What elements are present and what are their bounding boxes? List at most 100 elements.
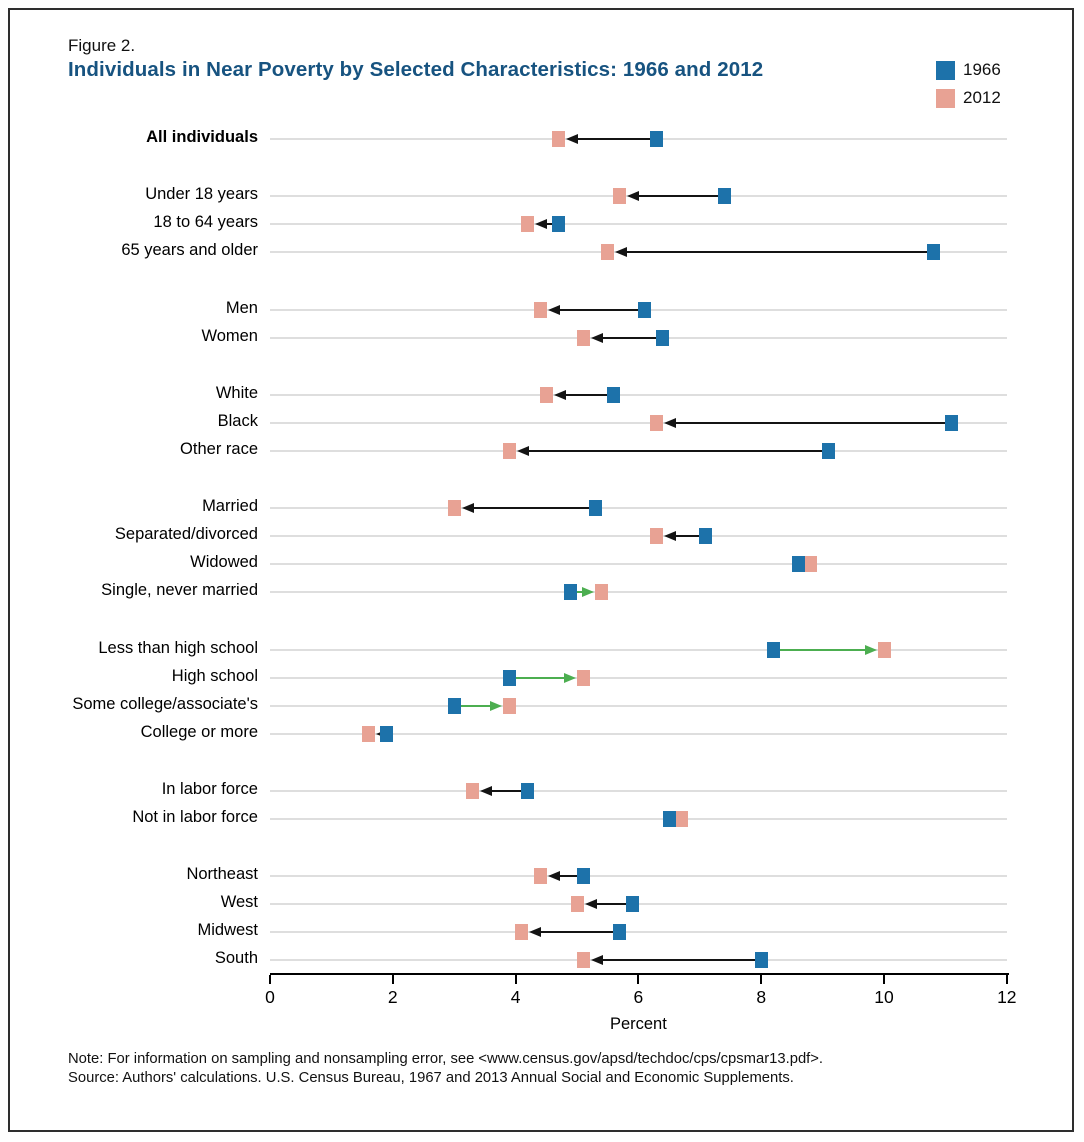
- marker-2012: [502, 697, 516, 714]
- trend-arrow-head: [566, 134, 579, 144]
- trend-arrow-shaft: [773, 648, 866, 651]
- row-label: All individuals: [146, 128, 258, 146]
- legend: 1966 2012: [936, 56, 1001, 112]
- row-label: Under 18 years: [145, 185, 258, 204]
- trend-arrow-head: [664, 531, 677, 542]
- marker-2012: [515, 924, 529, 941]
- marker-1966: [502, 669, 516, 686]
- row-gridline: [270, 648, 1007, 651]
- row-gridline: [270, 817, 1007, 820]
- row-gridline: [270, 507, 1007, 510]
- row-label: In labor force: [161, 779, 258, 798]
- note-line: Note: For information on sampling and no…: [68, 1051, 824, 1067]
- row-label: Some college/associate's: [72, 694, 258, 713]
- row-gridline: [270, 563, 1007, 566]
- figure-border: [8, 8, 1074, 1132]
- x-axis-title: Percent: [609, 1015, 667, 1033]
- x-axis-tick-label: 4: [510, 987, 521, 1007]
- trend-arrow-head: [461, 503, 474, 514]
- x-axis-tick: [269, 975, 271, 984]
- trend-arrow-head: [615, 247, 628, 258]
- row-gridline: [270, 789, 1007, 792]
- trend-arrow-head: [529, 927, 542, 938]
- trend-arrow-head: [584, 899, 597, 910]
- marker-1966: [791, 556, 805, 573]
- trend-arrow-head: [563, 672, 576, 683]
- row-gridline: [270, 393, 1007, 396]
- marker-2012: [650, 414, 664, 431]
- trend-arrow-shaft: [540, 931, 620, 934]
- trend-arrow-head: [664, 417, 677, 428]
- legend-label: 1966: [963, 60, 1001, 79]
- marker-1966: [650, 131, 664, 147]
- row-gridline: [270, 875, 1007, 878]
- note-line: Source: Authors' calculations. U.S. Cens…: [68, 1069, 794, 1086]
- legend-item: 2012: [936, 84, 1001, 112]
- marker-2012: [613, 188, 627, 205]
- marker-1966: [576, 868, 590, 885]
- trend-arrow-head: [590, 955, 603, 966]
- marker-2012: [521, 216, 535, 233]
- trend-arrow-head: [547, 871, 560, 882]
- row-label: Northeast: [186, 865, 258, 884]
- marker-1966: [552, 216, 566, 233]
- x-axis-tick-label: 2: [387, 987, 398, 1007]
- trend-arrow-shaft: [491, 789, 528, 792]
- marker-1966: [699, 528, 713, 545]
- marker-2012: [576, 329, 590, 346]
- row-label: Married: [202, 497, 258, 516]
- trend-arrow-head: [582, 587, 595, 598]
- row-label: Widowed: [190, 553, 258, 572]
- row-label: College or more: [140, 722, 258, 741]
- legend-swatch-icon: [936, 88, 955, 108]
- marker-1966: [945, 414, 959, 431]
- marker-2012: [533, 301, 547, 318]
- marker-2012: [674, 810, 688, 827]
- marker-1966: [380, 725, 394, 742]
- marker-2012: [552, 131, 566, 147]
- row-label: 18 to 64 years: [153, 213, 258, 232]
- x-axis-tick: [883, 975, 885, 984]
- trend-arrow-shaft: [454, 704, 491, 707]
- trend-arrow-head: [535, 219, 548, 230]
- trend-arrow-shaft: [577, 138, 657, 140]
- x-axis-tick-label: 12: [997, 987, 1017, 1007]
- trend-arrow-head: [516, 445, 529, 456]
- trend-arrow-shaft: [638, 195, 725, 198]
- trend-arrow-shaft: [558, 308, 645, 311]
- row-label: Men: [225, 298, 258, 317]
- row-label: High school: [171, 666, 258, 685]
- row-label: South: [214, 949, 258, 968]
- trend-arrow-shaft: [626, 251, 934, 254]
- trend-arrow-shaft: [595, 903, 633, 906]
- trend-arrow-head: [590, 332, 603, 343]
- marker-1966: [656, 329, 670, 346]
- trend-arrow-head: [489, 700, 502, 711]
- x-axis-tick-label: 10: [874, 987, 894, 1007]
- marker-1966: [607, 386, 621, 403]
- x-axis-tick-label: 0: [265, 987, 275, 1007]
- row-label: West: [220, 893, 258, 912]
- trend-arrow-shaft: [601, 336, 663, 339]
- x-axis-tick: [637, 975, 640, 984]
- row-label: Midwest: [197, 921, 258, 940]
- trend-arrow-head: [553, 389, 566, 400]
- marker-2012: [576, 952, 590, 969]
- x-axis-tick: [391, 975, 394, 984]
- marker-2012: [447, 500, 461, 517]
- marker-1966: [662, 810, 676, 827]
- marker-1966: [521, 782, 535, 799]
- marker-2012: [601, 244, 615, 261]
- row-label: Women: [201, 326, 258, 345]
- trend-arrow-shaft: [558, 875, 584, 878]
- row-label: Not in labor force: [132, 807, 258, 826]
- marker-2012: [803, 556, 817, 573]
- marker-1966: [564, 584, 578, 601]
- marker-1966: [926, 244, 940, 261]
- x-axis-tick-label: 8: [756, 987, 767, 1007]
- trend-arrow-shaft: [472, 507, 596, 510]
- x-axis-line: [270, 973, 1009, 975]
- marker-2012: [877, 641, 891, 658]
